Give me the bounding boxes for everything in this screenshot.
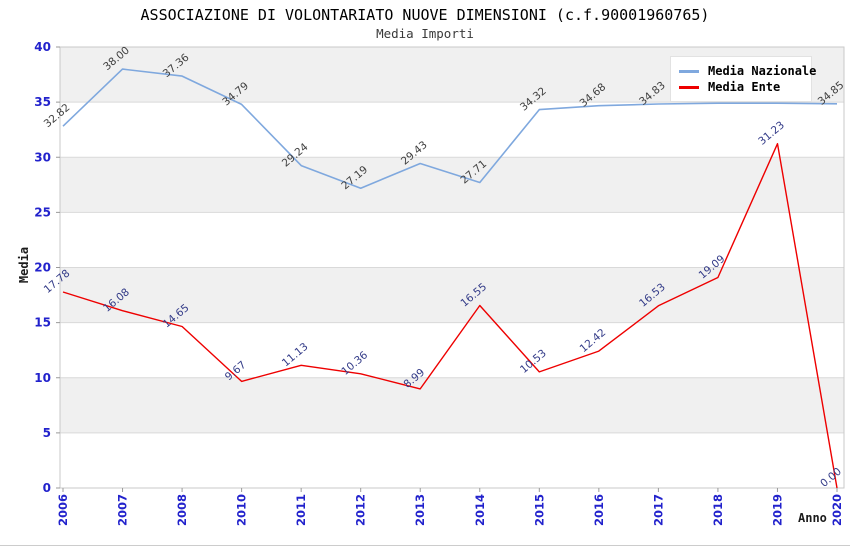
x-tick-label: 2016: [592, 494, 606, 526]
plot-band: [60, 377, 844, 433]
y-tick-label: 30: [34, 150, 51, 164]
x-tick-label: 2015: [532, 494, 546, 526]
x-tick-label: 2012: [354, 494, 368, 526]
y-tick-label: 35: [34, 95, 51, 109]
series-line-media-nazionale: [62, 68, 838, 189]
y-tick-label: 25: [34, 205, 51, 219]
plot-band: [60, 212, 844, 268]
plot-band: [60, 322, 844, 378]
media-ente-line-swatch-icon: [679, 85, 699, 89]
x-tick-label: 2013: [413, 494, 427, 526]
legend-label-media-nazionale: Media Nazionale: [708, 64, 817, 78]
x-tick-label: 2017: [651, 494, 665, 526]
plot-band: [60, 267, 844, 323]
page-bottom-divider: [0, 545, 850, 546]
legend-label-media-ente: Media Ente: [708, 80, 781, 94]
legend-item-media-ente: Media Ente: [679, 79, 807, 95]
y-tick-label: 0: [43, 481, 51, 495]
plot-band: [60, 157, 844, 213]
chart-title: ASSOCIAZIONE DI VOLONTARIATO NUOVE DIMEN…: [140, 6, 710, 24]
legend: Media Nazionale Media Ente: [670, 56, 816, 102]
x-tick-label: 2006: [56, 494, 70, 526]
y-tick-label: 5: [43, 426, 51, 440]
x-tick-label: 2020: [830, 494, 844, 526]
x-tick-label: 2011: [294, 494, 308, 526]
y-tick-label: 10: [34, 371, 51, 385]
x-tick-label: 2014: [473, 494, 487, 526]
legend-item-media-nazionale: Media Nazionale: [679, 63, 816, 79]
series-line-media-ente: [62, 142, 838, 489]
chart-subtitle: Media Importi: [376, 26, 474, 41]
x-tick-label: 2008: [175, 494, 189, 526]
x-tick-label: 2019: [770, 494, 784, 526]
y-tick-label: 15: [34, 316, 51, 330]
plot-band: [60, 432, 844, 488]
y-axis-title: Media: [17, 246, 32, 284]
y-tick-label: 20: [34, 261, 51, 275]
y-tick-label: 40: [34, 40, 51, 54]
x-tick-label: 2007: [116, 494, 130, 526]
x-tick-label: 2018: [711, 494, 725, 526]
media-nazionale-line-swatch-icon: [679, 69, 699, 73]
x-tick-label: 2010: [235, 494, 249, 526]
x-axis-title: Anno: [798, 511, 827, 525]
plot-band: [60, 102, 844, 158]
